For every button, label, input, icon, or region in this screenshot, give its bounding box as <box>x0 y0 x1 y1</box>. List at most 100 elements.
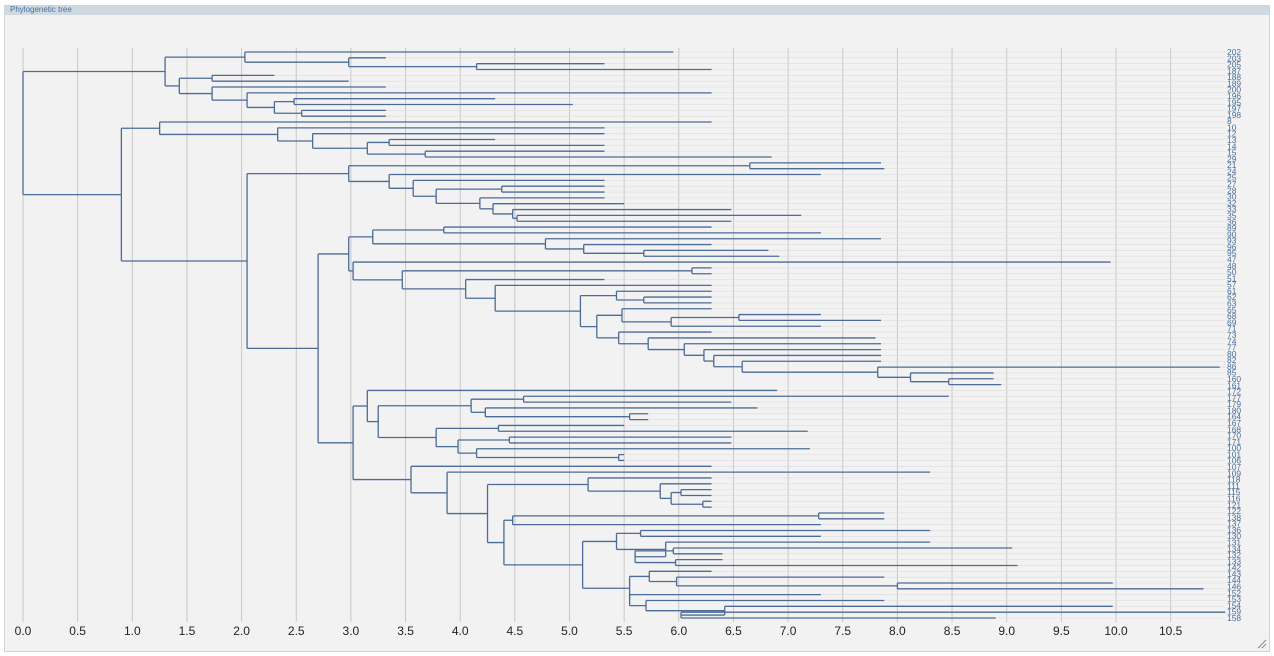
x-tick-label: 5.0 <box>561 624 578 638</box>
leaf-label: 8 <box>1227 116 1232 126</box>
leaf-label: 144 <box>1227 575 1241 585</box>
leaf-label: 32 <box>1227 198 1237 208</box>
leaf-label: 90 <box>1227 229 1237 239</box>
x-tick-label: 0.0 <box>15 624 32 638</box>
leaf-label: 27 <box>1227 179 1237 189</box>
leaf-label: 130 <box>1227 531 1241 541</box>
leaf-label: 10 <box>1227 122 1237 132</box>
x-tick-label: 5.5 <box>616 624 633 638</box>
leaf-label: 71 <box>1227 324 1237 334</box>
x-tick-label: 6.5 <box>725 624 742 638</box>
leaf-label: 138 <box>1227 512 1241 522</box>
leaf-label: 24 <box>1227 166 1237 176</box>
leaf-label: 29 <box>1227 154 1237 164</box>
leaf-label: 69 <box>1227 317 1237 327</box>
leaf-label: 170 <box>1227 431 1241 441</box>
x-tick-label: 7.0 <box>780 624 797 638</box>
leaf-label: 107 <box>1227 462 1241 472</box>
leaf-label: 115 <box>1227 487 1241 497</box>
leaf-label: 35 <box>1227 210 1237 220</box>
leaf-label: 167 <box>1227 418 1241 428</box>
leaf-label: 12 <box>1227 129 1237 139</box>
x-tick-label: 8.5 <box>944 624 961 638</box>
leaf-label: 198 <box>1227 110 1241 120</box>
leaf-label: 154 <box>1227 600 1241 610</box>
leaf-label: 122 <box>1227 506 1241 516</box>
x-tick-label: 4.5 <box>507 624 524 638</box>
leaf-label: 177 <box>1227 393 1241 403</box>
leaf-label: 48 <box>1227 261 1237 271</box>
leaf-label: 146 <box>1227 582 1241 592</box>
x-tick-label: 10.5 <box>1159 624 1183 638</box>
leaf-label: 109 <box>1227 468 1241 478</box>
leaf-label: 25 <box>1227 173 1237 183</box>
leaf-label: 101 <box>1227 449 1241 459</box>
leaf-label: 131 <box>1227 537 1241 547</box>
leaf-label: 197 <box>1227 104 1241 114</box>
leaf-label: 86 <box>1227 361 1237 371</box>
leaf-label: 28 <box>1227 185 1237 195</box>
leaf-label: 200 <box>1227 85 1241 95</box>
leaf-label: 21 <box>1227 160 1237 170</box>
leaf-label: 179 <box>1227 399 1241 409</box>
leaf-label: 143 <box>1227 569 1241 579</box>
leaf-label: 106 <box>1227 456 1241 466</box>
leaf-label: 161 <box>1227 380 1241 390</box>
phylogenetic-tree-chart: 0.0 0.5 1.0 1.5 2.0 2.5 3.0 3.5 4.0 4.5 5.0 5.5 6.0 6… <box>15 47 1242 638</box>
leaf-label: 160 <box>1227 374 1241 384</box>
leaf-label: 47 <box>1227 254 1237 264</box>
leaf-label: 132 <box>1227 550 1241 560</box>
title-bar[interactable]: Phylogenetic tree <box>5 5 1269 15</box>
leaf-label: 57 <box>1227 280 1237 290</box>
x-tick-label: 10.0 <box>1104 624 1128 638</box>
x-tick-label: 2.0 <box>233 624 250 638</box>
leaf-label: 159 <box>1227 607 1241 617</box>
leaf-label: 51 <box>1227 273 1237 283</box>
leaf-label: 158 <box>1227 613 1241 623</box>
leaf-label: 68 <box>1227 311 1237 321</box>
leaf-label: 80 <box>1227 349 1237 359</box>
leaf-label: 180 <box>1227 405 1241 415</box>
leaf-label: 189 <box>1227 78 1241 88</box>
leaf-label: 100 <box>1227 443 1241 453</box>
leaf-label: 196 <box>1227 91 1241 101</box>
leaf-label: 36 <box>1227 217 1237 227</box>
leaf-label: 62 <box>1227 292 1237 302</box>
leaf-label: 50 <box>1227 267 1237 277</box>
leaf-label: 142 <box>1227 563 1241 573</box>
x-tick-label: 7.5 <box>834 624 851 638</box>
x-tick-label: 4.0 <box>452 624 469 638</box>
leaf-label: 187 <box>1227 66 1241 76</box>
leaf-label: 121 <box>1227 500 1241 510</box>
leaf-label: 153 <box>1227 594 1241 604</box>
leaf-label: 164 <box>1227 412 1241 422</box>
leaf-label: 77 <box>1227 343 1237 353</box>
tree-window: Phylogenetic tree 0.0 0.5 1.0 1.5 2.0 2.5 3.0 3… <box>4 5 1270 652</box>
leaf-label: 188 <box>1227 72 1241 82</box>
x-tick-label: 2.5 <box>288 624 305 638</box>
leaf-label: 93 <box>1227 236 1237 246</box>
leaf-label: 95 <box>1227 248 1237 258</box>
x-tick-label: 9.0 <box>998 624 1015 638</box>
leaf-label: 61 <box>1227 286 1237 296</box>
leaf-label: 136 <box>1227 525 1241 535</box>
x-tick-label: 0.5 <box>69 624 86 638</box>
leaf-label: 73 <box>1227 330 1237 340</box>
leaf-label: 89 <box>1227 223 1237 233</box>
leaf-label: 14 <box>1227 141 1237 151</box>
leaf-label: 195 <box>1227 97 1241 107</box>
leaf-label: 168 <box>1227 424 1241 434</box>
leaf-label: 203 <box>1227 53 1241 63</box>
resize-handle-icon[interactable] <box>1257 639 1267 649</box>
leaf-label: 13 <box>1227 135 1237 145</box>
window-title: Phylogenetic tree <box>10 5 72 14</box>
leaf-label: 133 <box>1227 556 1241 566</box>
leaf-label: 63 <box>1227 299 1237 309</box>
leaf-label: 118 <box>1227 475 1241 485</box>
leaf-label: 134 <box>1227 544 1241 554</box>
x-tick-label: 9.5 <box>1053 624 1070 638</box>
leaf-label: 74 <box>1227 336 1237 346</box>
leaf-label: 96 <box>1227 242 1237 252</box>
x-tick-label: 3.5 <box>397 624 414 638</box>
leaf-label: 172 <box>1227 387 1241 397</box>
